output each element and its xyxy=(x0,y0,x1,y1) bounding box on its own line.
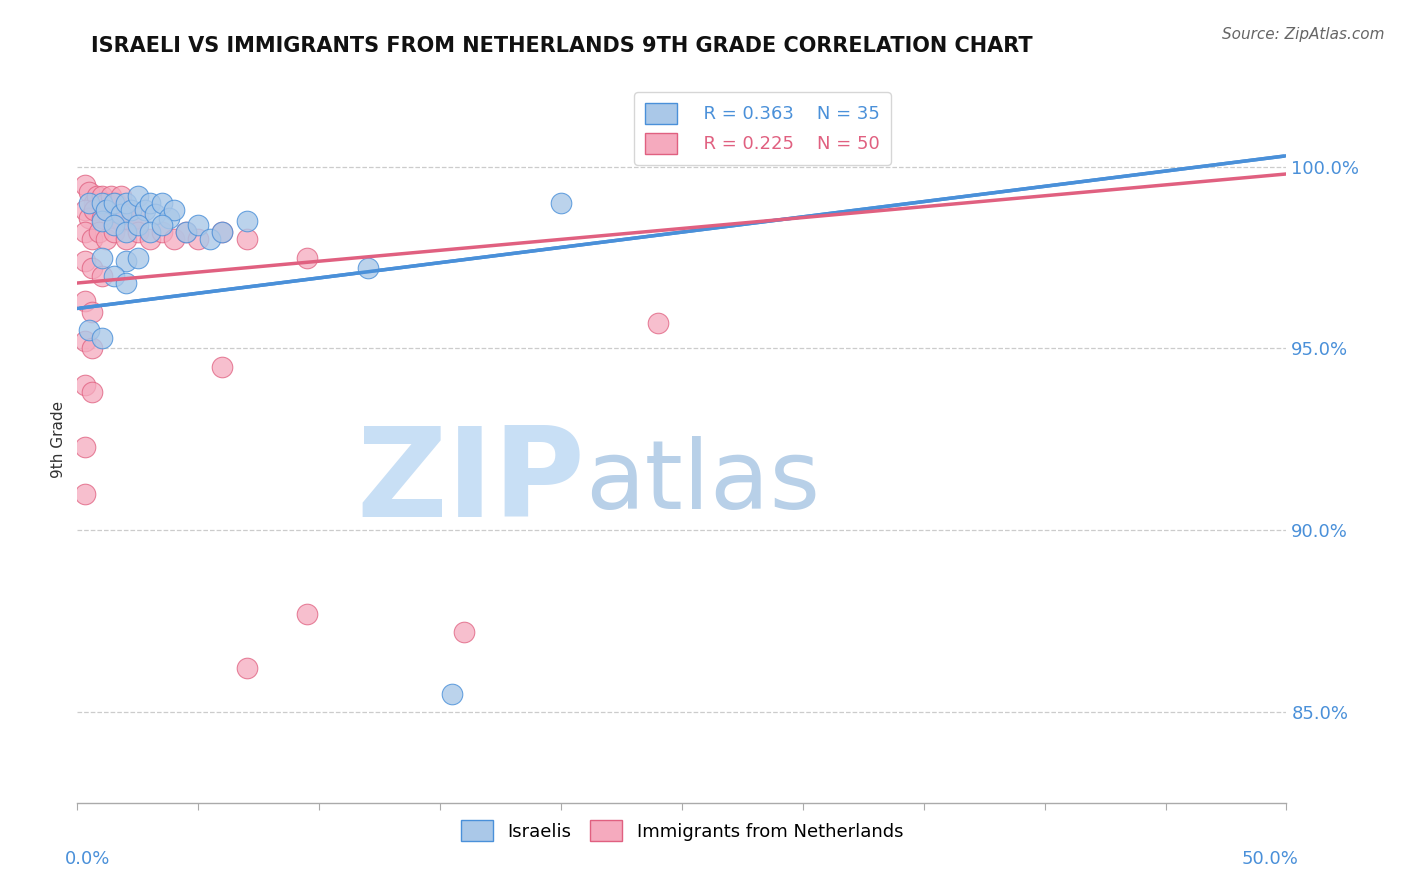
Point xyxy=(80,232,103,246)
Point xyxy=(73,377,96,392)
Point xyxy=(150,196,173,211)
Point xyxy=(110,188,132,202)
Point xyxy=(453,624,475,639)
Point xyxy=(174,225,197,239)
Point xyxy=(150,225,173,239)
Point xyxy=(114,207,136,221)
Point xyxy=(150,218,173,232)
Point xyxy=(211,225,233,239)
Point xyxy=(90,268,112,283)
Point xyxy=(96,232,118,246)
Point xyxy=(103,268,125,283)
Point xyxy=(114,232,136,246)
Point xyxy=(80,305,103,319)
Point xyxy=(90,330,112,344)
Text: atlas: atlas xyxy=(585,436,820,530)
Point xyxy=(235,661,257,675)
Point xyxy=(100,188,122,202)
Point xyxy=(73,334,96,348)
Point xyxy=(211,225,233,239)
Point xyxy=(96,203,118,218)
Point xyxy=(187,218,209,232)
Point xyxy=(235,232,257,246)
Point xyxy=(90,251,112,265)
Text: 50.0%: 50.0% xyxy=(1241,850,1299,868)
Point xyxy=(103,196,125,211)
Text: ZIP: ZIP xyxy=(357,423,585,543)
Point xyxy=(83,196,105,211)
Point xyxy=(79,196,101,211)
Point xyxy=(103,218,125,232)
Point xyxy=(80,342,103,356)
Point xyxy=(90,188,112,202)
Point xyxy=(120,214,142,228)
Point xyxy=(87,225,110,239)
Text: ISRAELI VS IMMIGRANTS FROM NETHERLANDS 9TH GRADE CORRELATION CHART: ISRAELI VS IMMIGRANTS FROM NETHERLANDS 9… xyxy=(91,36,1033,55)
Point xyxy=(114,254,136,268)
Point xyxy=(647,316,669,330)
Point xyxy=(114,225,136,239)
Point xyxy=(134,203,156,218)
Point xyxy=(127,251,149,265)
Legend: Israelis, Immigrants from Netherlands: Israelis, Immigrants from Netherlands xyxy=(454,813,910,848)
Point xyxy=(90,196,112,211)
Point xyxy=(90,211,112,225)
Point xyxy=(157,211,180,225)
Point xyxy=(73,178,96,192)
Point xyxy=(73,487,96,501)
Point xyxy=(127,188,149,202)
Point xyxy=(174,225,197,239)
Point xyxy=(139,225,162,239)
Point xyxy=(79,323,101,337)
Point xyxy=(80,385,103,400)
Point xyxy=(73,203,96,218)
Point xyxy=(86,188,108,202)
Point xyxy=(127,211,149,225)
Point xyxy=(96,196,118,211)
Point xyxy=(73,294,96,309)
Point xyxy=(79,185,101,199)
Point xyxy=(356,261,378,276)
Point xyxy=(211,359,233,374)
Point xyxy=(80,261,103,276)
Point xyxy=(295,251,318,265)
Point xyxy=(127,225,149,239)
Point xyxy=(235,214,257,228)
Point xyxy=(139,196,162,211)
Point xyxy=(90,214,112,228)
Point xyxy=(103,211,125,225)
Point xyxy=(163,232,186,246)
Point xyxy=(295,607,318,621)
Point xyxy=(127,218,149,232)
Point xyxy=(96,203,118,218)
Point xyxy=(110,214,132,228)
Point xyxy=(163,203,186,218)
Point xyxy=(73,440,96,454)
Point xyxy=(83,203,105,218)
Point xyxy=(73,225,96,239)
Point xyxy=(143,207,166,221)
Point xyxy=(73,254,96,268)
Point xyxy=(110,207,132,221)
Point xyxy=(550,196,572,211)
Point xyxy=(79,211,101,225)
Point xyxy=(441,687,464,701)
Text: Source: ZipAtlas.com: Source: ZipAtlas.com xyxy=(1222,27,1385,42)
Point xyxy=(200,232,222,246)
Point xyxy=(120,203,142,218)
Point xyxy=(103,225,125,239)
Point xyxy=(114,196,136,211)
Y-axis label: 9th Grade: 9th Grade xyxy=(51,401,66,478)
Text: 0.0%: 0.0% xyxy=(65,850,111,868)
Point xyxy=(105,196,128,211)
Point xyxy=(139,232,162,246)
Point xyxy=(114,276,136,290)
Point xyxy=(187,232,209,246)
